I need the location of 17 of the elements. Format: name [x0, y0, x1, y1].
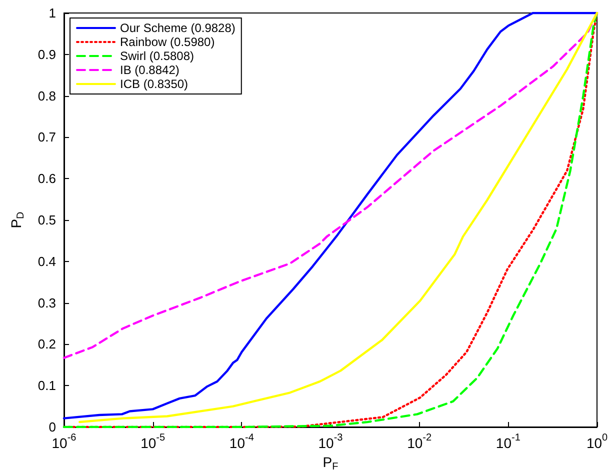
legend-label: Swirl (0.5808) — [120, 49, 194, 63]
y-tick-label: 0.5 — [38, 212, 56, 228]
y-tick-label: 0.9 — [38, 46, 56, 62]
legend-label: Our Scheme (0.9828) — [120, 21, 236, 35]
legend-label: ICB (0.8350) — [120, 77, 188, 91]
y-tick-label: 1 — [48, 6, 56, 20]
y-tick-label: 0 — [48, 420, 56, 434]
y-tick-label: 0.7 — [38, 130, 56, 145]
y-tick-label: 0.4 — [38, 254, 56, 269]
y-tick-label: 0.8 — [38, 88, 56, 104]
y-tick-label: 0.1 — [38, 378, 56, 394]
y-tick-label: 0.2 — [38, 336, 56, 352]
y-axis-title: PD — [8, 212, 26, 228]
legend-label: IB (0.8842) — [120, 63, 180, 77]
y-tick-label: 0.3 — [38, 295, 56, 310]
legend-label: Rainbow (0.5980) — [120, 35, 215, 49]
y-tick-label: 0.6 — [38, 171, 56, 186]
